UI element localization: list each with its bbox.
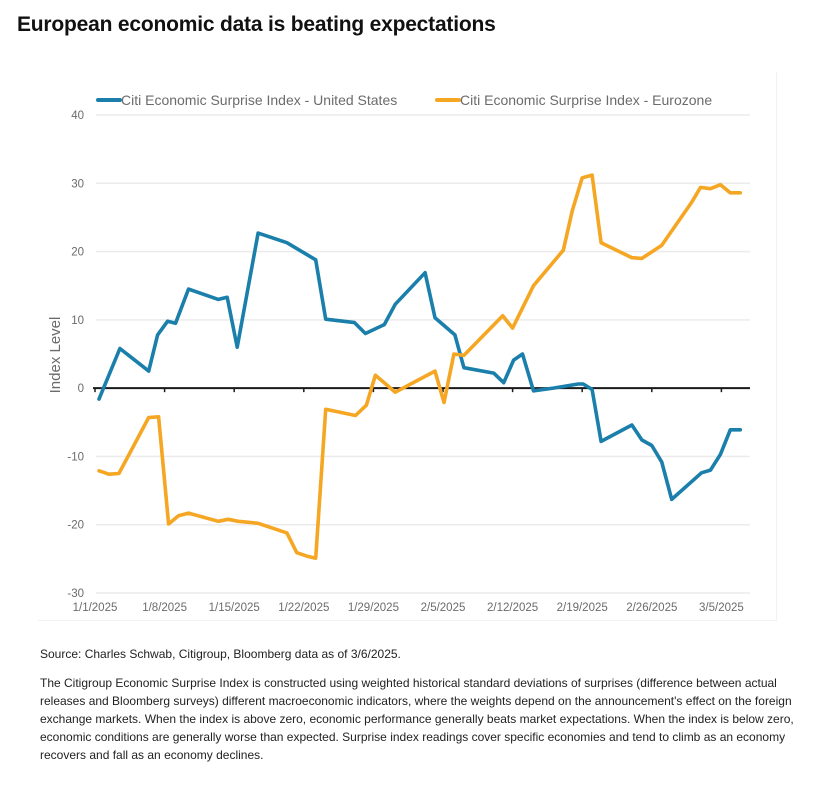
chart-frame	[38, 72, 777, 621]
page-title: European economic data is beating expect…	[17, 13, 496, 36]
series-line-us	[97, 231, 743, 502]
legend-label-us: Citi Economic Surprise Index - United St…	[121, 92, 397, 108]
y-tick-label: 10	[71, 315, 84, 327]
line-chart: 40 30 20 10 0 -10 -20 -30 1/1/2025 1/8/2025 1/15/…	[47, 92, 750, 614]
x-tick-label: 1/8/2025	[142, 602, 187, 614]
series-lines	[97, 173, 743, 561]
gridlines	[96, 114, 750, 594]
y-tick-label: -10	[67, 451, 84, 463]
y-axis-ticks: 40 30 20 10 0 -10 -20 -30	[67, 110, 84, 600]
x-tick-label: 3/5/2025	[699, 602, 744, 614]
x-tick-label: 2/26/2025	[626, 602, 677, 614]
y-tick-label: 0	[78, 383, 84, 395]
chart-legend: Citi Economic Surprise Index - United St…	[96, 92, 712, 108]
y-tick-label: -30	[67, 588, 84, 600]
methodology-note: The Citigroup Economic Surprise Index is…	[40, 676, 794, 762]
y-axis-title: Index Level	[47, 317, 64, 394]
series-line-eurozone	[97, 173, 743, 561]
y-tick-label: 20	[71, 247, 84, 259]
x-tick-label: 1/15/2025	[209, 602, 260, 614]
x-tick-label: 2/12/2025	[487, 602, 538, 614]
legend-label-eurozone: Citi Economic Surprise Index - Eurozone	[460, 92, 712, 108]
x-tick-label: 2/5/2025	[421, 602, 466, 614]
source-note: Source: Charles Schwab, Citigroup, Bloom…	[40, 647, 401, 661]
y-tick-label: 30	[71, 178, 84, 190]
x-axis-ticks: 1/1/2025 1/8/2025 1/15/2025 1/22/2025 1/29/2…	[73, 602, 744, 614]
y-tick-label: -20	[67, 520, 84, 532]
y-tick-label: 40	[71, 110, 84, 122]
x-tick-label: 2/19/2025	[557, 602, 608, 614]
zero-line-group	[93, 387, 750, 393]
x-tick-label: 1/22/2025	[278, 602, 329, 614]
x-tick-label: 1/29/2025	[348, 602, 399, 614]
x-tick-label: 1/1/2025	[73, 602, 118, 614]
